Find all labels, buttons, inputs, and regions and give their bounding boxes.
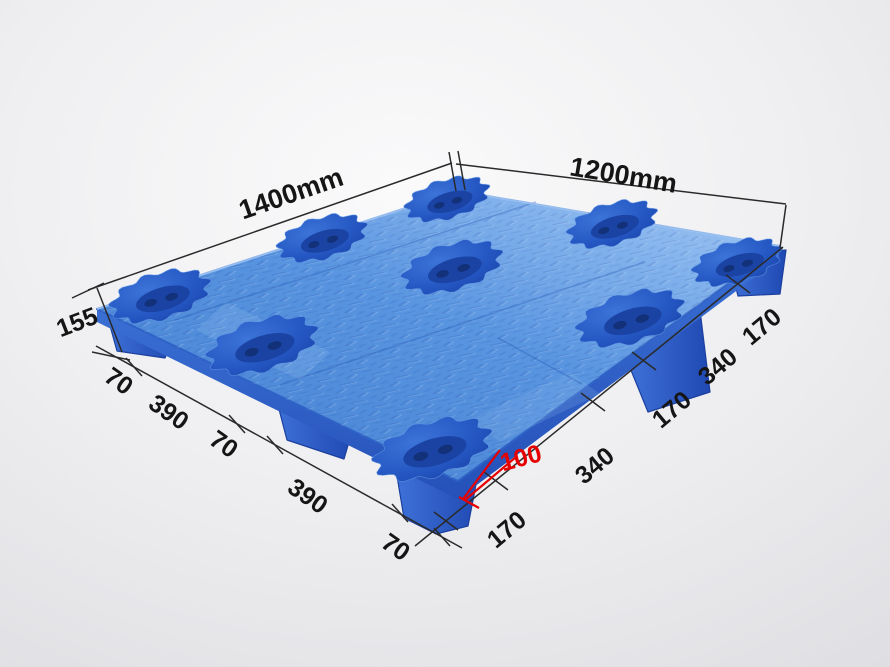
cup-hole [326,235,338,243]
cup-hole [457,263,470,272]
cup-hole [244,347,259,357]
cup [574,288,686,349]
cup-hole [267,341,282,350]
tick-155-bottom [91,351,131,361]
red-line-foot-edge [462,449,501,500]
cup-hole [613,320,627,330]
dim-line-155 [96,287,123,353]
deck-patch-right [470,372,600,442]
cup [690,237,784,288]
cup-hole [635,314,650,323]
cup [108,268,212,324]
cup [565,199,659,250]
cup-hole [723,264,735,273]
tick-155-top [71,282,105,299]
red-line-leader [464,456,517,501]
dimension-annotations [71,150,787,549]
cup [370,416,493,482]
cup-hole [433,202,445,209]
apex-tick-2 [457,150,466,191]
dim-line-1400 [87,162,453,291]
cup [403,175,491,223]
cup-hole [436,269,449,278]
deck-lip-right [458,246,779,499]
ticks-bottom-right [433,274,751,531]
cup-hole [438,444,453,454]
cup-hole [616,221,628,229]
cup-hole [308,240,320,249]
pallet [96,175,787,535]
pallet-cups [108,175,784,482]
ext-line-east [779,204,787,249]
ticks-bottom-left [125,357,451,547]
cup [400,239,504,295]
dim-line-bottom-right [414,246,784,547]
red-line-base [458,496,480,509]
cup-hole [413,451,429,462]
apex-tick-1 [448,151,457,192]
foot-height-annotation [458,449,517,509]
dim-line-1200 [455,163,787,205]
cup [275,213,369,264]
cup-hole [598,226,610,235]
deck-lip-left [97,309,458,499]
deck-sheen [97,191,779,481]
cup-hole [144,298,157,307]
cup [204,314,319,376]
cup-hole [165,292,178,301]
cup-hole [741,259,753,267]
cup-hole [451,196,463,204]
deck-seams [174,201,646,386]
